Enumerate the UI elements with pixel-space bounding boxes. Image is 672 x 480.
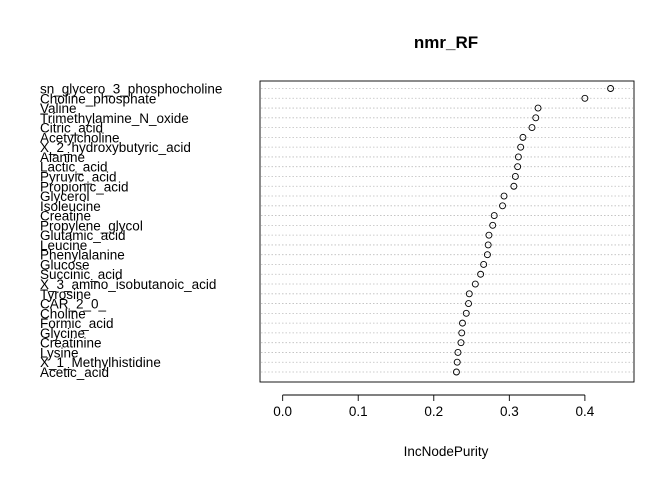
data-point — [514, 163, 522, 171]
category-label: Isoleucine — [40, 199, 101, 214]
points-layer — [452, 85, 615, 376]
category-label: Choline_phosphate — [40, 91, 156, 106]
category-label: X_2_hydroxybutyric_acid — [40, 140, 191, 155]
category-label: Choline — [40, 306, 86, 321]
data-point — [581, 94, 589, 102]
category-label: Pyruvic_acid — [40, 169, 117, 184]
grid-layer — [261, 88, 633, 373]
category-label: Phenylalanine — [40, 248, 125, 263]
data-point — [510, 182, 518, 190]
data-point — [517, 143, 525, 151]
category-label: Propylene_glycol — [40, 218, 143, 233]
data-point — [462, 309, 470, 317]
data-point — [484, 241, 492, 249]
x-axis-title: IncNodePurity — [404, 444, 489, 459]
data-point — [480, 261, 488, 268]
data-point — [458, 329, 466, 337]
category-label: Formic_acid — [40, 316, 114, 331]
data-point — [532, 114, 540, 122]
x-tick-label: 0.3 — [500, 404, 519, 419]
category-label: Glutamic_acid — [40, 228, 126, 243]
data-point — [499, 202, 506, 210]
category-label: Propionic_acid — [40, 179, 129, 194]
x-tick-label: 0.0 — [273, 404, 292, 419]
category-label: Acetylcholine — [40, 130, 120, 145]
data-point — [485, 231, 493, 239]
data-point — [457, 339, 465, 347]
data-point — [489, 221, 497, 229]
x-axis: 0.0 0.1 0.2 0.3 0.4 — [273, 394, 595, 419]
category-label: Glycine — [40, 326, 85, 341]
x-tick-label: 0.1 — [349, 404, 368, 419]
plot-frame — [259, 80, 635, 383]
category-label: Citric_acid — [40, 121, 103, 136]
data-point — [511, 173, 519, 180]
x-tick-label: 0.2 — [424, 404, 443, 419]
category-label: Glucose — [40, 257, 90, 272]
category-label: Succinic_acid — [40, 267, 123, 282]
x-tick-label: 0.4 — [575, 404, 594, 419]
category-label: X_1_Methylhistidine — [40, 355, 161, 370]
data-point — [528, 124, 536, 132]
data-point — [500, 192, 508, 200]
category-label: X_3_amino_isobutanoic_acid — [40, 277, 216, 292]
chart-title: nmr_RF — [414, 33, 478, 52]
data-point — [459, 319, 466, 327]
data-point — [514, 153, 522, 161]
data-point — [465, 300, 472, 308]
category-label: Leucine — [40, 238, 87, 253]
data-point — [452, 368, 460, 376]
data-point — [471, 280, 479, 288]
category-label: Creatine — [40, 209, 91, 224]
category-label: Tyrosine — [40, 287, 91, 302]
category-label: CAR_2_0_ — [40, 297, 107, 312]
category-label: Lysine — [40, 345, 79, 360]
category-label: Trimethylamine_N_oxide — [40, 111, 189, 126]
category-label: sn_glycero_3_phosphocholine — [40, 82, 222, 97]
data-point — [453, 358, 461, 366]
data-point — [483, 251, 491, 259]
data-point — [534, 104, 542, 112]
data-point — [607, 85, 615, 92]
data-point — [465, 290, 473, 298]
category-label: Acetic_acid — [40, 365, 109, 380]
category-label: Glycerol — [40, 189, 90, 204]
data-point — [477, 270, 485, 278]
category-label: Lactic_acid — [40, 160, 108, 175]
category-label: Alanine — [40, 150, 85, 165]
category-label: Valine — [40, 101, 77, 116]
category-label: Creatinine — [40, 336, 102, 351]
data-point — [519, 133, 527, 141]
category-labels: sn_glycero_3_phosphocholineCholine_phosp… — [40, 82, 222, 381]
data-point — [454, 348, 462, 356]
data-point — [490, 212, 498, 220]
